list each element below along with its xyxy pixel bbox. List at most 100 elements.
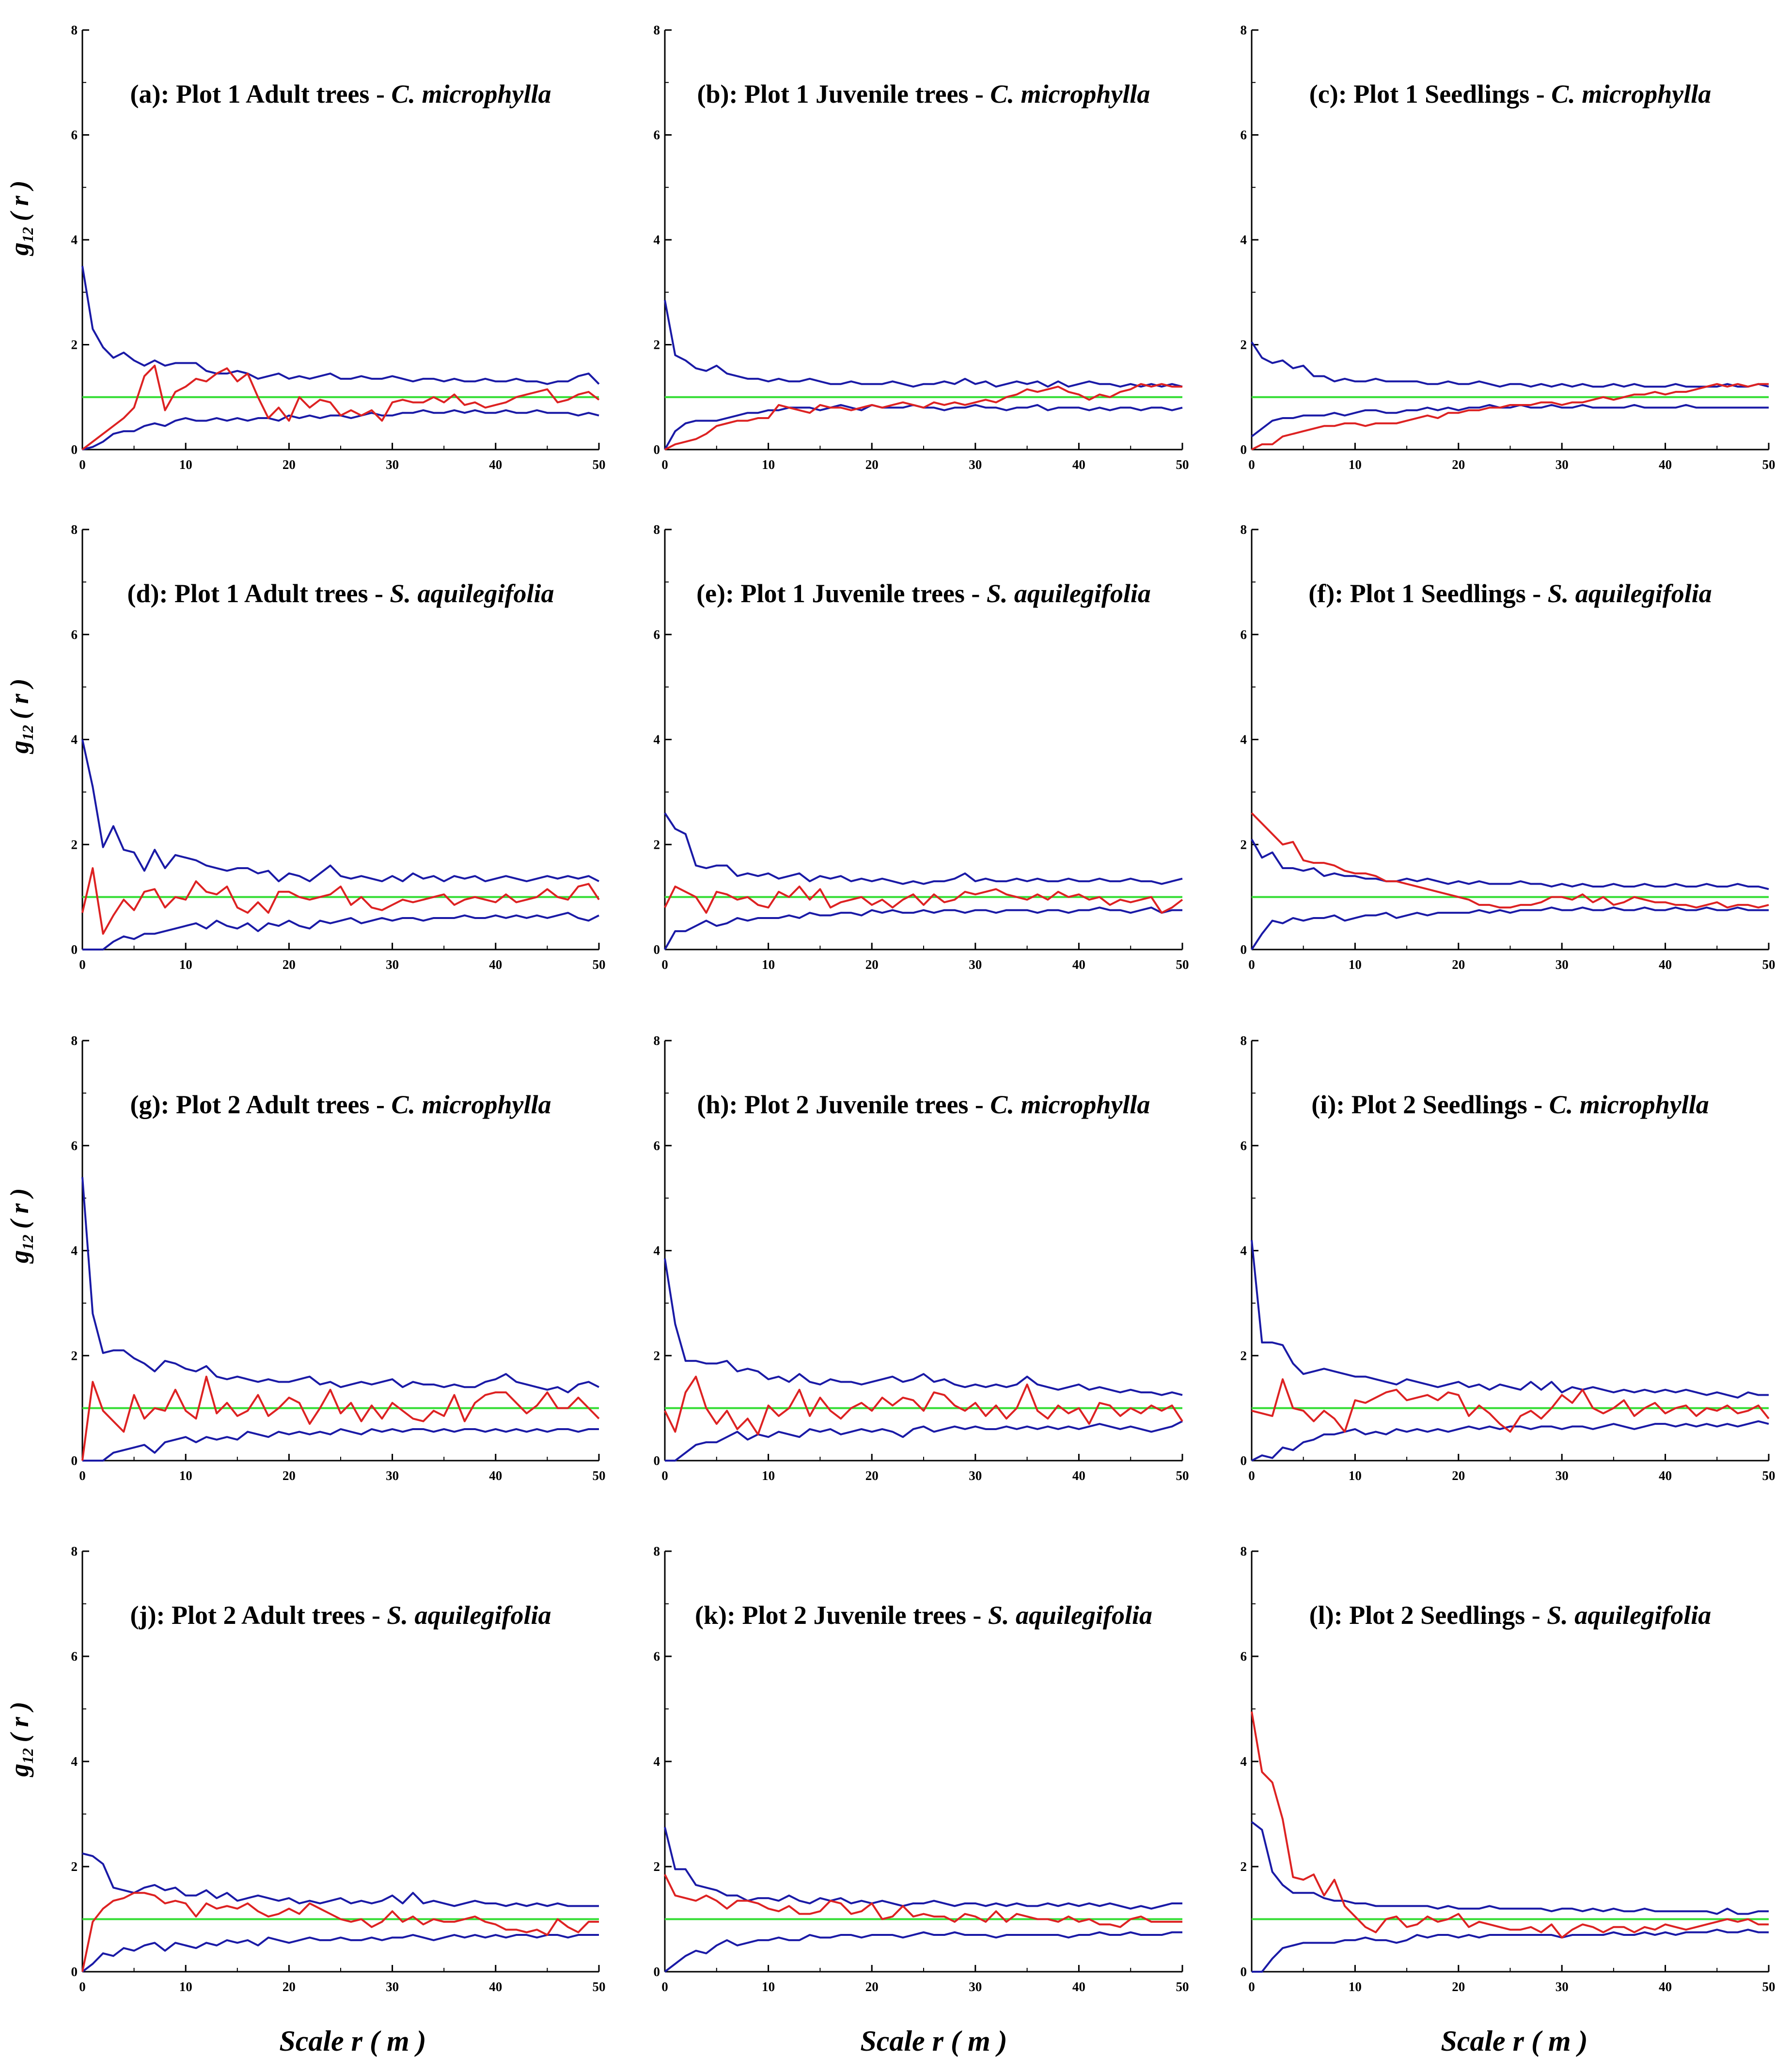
- panel-title: (i): Plot 2 Seedlings - C. microphylla: [1311, 1090, 1709, 1119]
- x-tick-label: 20: [283, 1468, 296, 1483]
- y-tick-label: 2: [654, 1348, 660, 1363]
- x-tick-label: 40: [489, 1468, 502, 1483]
- panel-e: 0 2 4 6 8 0 10 20 30 40 50 (e): Plot 1 Juvenile tre…: [654, 522, 1189, 972]
- panel-j: 0 2 4 6 8 0 10 20 30 40 50 (j): Plot 2 Adult trees …: [71, 1544, 606, 1994]
- lower-envelope-line: [665, 1420, 1183, 1462]
- y-tick-label: 4: [1241, 732, 1247, 747]
- panel-title: (h): Plot 2 Juvenile trees - C. microphy…: [697, 1090, 1150, 1119]
- x-tick-label: 50: [1176, 1979, 1189, 1994]
- x-tick-label: 20: [283, 957, 296, 972]
- x-tick-label: 50: [1762, 1468, 1775, 1483]
- panel-title: (c): Plot 1 Seedlings - C. microphylla: [1309, 79, 1711, 109]
- panel-i: 0 2 4 6 8 0 10 20 30 40 50 (i): Plot 2 Seedlings - …: [1241, 1033, 1775, 1483]
- observed-line: [664, 1375, 1183, 1435]
- y-tick-label: 4: [1241, 1244, 1247, 1258]
- panel-g: 0 2 4 6 8 0 10 20 30 40 50 (g): Plot 2 Adult trees …: [71, 1033, 606, 1483]
- x-tick-label: 0: [661, 457, 668, 472]
- y-axis-label-row-4: g12( r ): [5, 1702, 36, 1777]
- panel-title-prefix: (b): Plot 1 Juvenile trees -: [697, 79, 990, 109]
- observed-line: [1251, 1378, 1770, 1433]
- x-tick-label: 30: [1555, 1468, 1569, 1483]
- y-tick-label: 0: [654, 1453, 660, 1468]
- x-tick-label: 30: [386, 457, 399, 472]
- x-tick-label: 20: [283, 457, 296, 472]
- lower-envelope-line: [664, 1931, 1182, 1973]
- observed-line: [81, 1892, 599, 1972]
- x-tick-label: 30: [386, 957, 399, 972]
- x-tick-label: 50: [593, 457, 606, 472]
- y-tick-label: 6: [1241, 128, 1247, 142]
- observed-line: [664, 383, 1182, 451]
- panel-title: (a): Plot 1 Adult trees - C. microphylla: [130, 79, 551, 109]
- x-tick-label: 30: [969, 957, 982, 972]
- y-tick-label: 2: [654, 837, 660, 852]
- x-tick-label: 10: [762, 457, 775, 472]
- y-tick-label: 0: [654, 1964, 660, 1979]
- panel-title: (l): Plot 2 Seedlings - S. aquilegifolia: [1309, 1601, 1712, 1630]
- x-tick-label: 30: [969, 1979, 982, 1994]
- y-tick-label: 4: [1241, 233, 1247, 247]
- y-tick-label: 8: [71, 1544, 78, 1558]
- y-tick-label: 6: [654, 128, 660, 142]
- panel-title-species: C. microphylla: [391, 79, 551, 109]
- x-tick-label: 10: [762, 957, 775, 972]
- y-tick-label: 0: [71, 942, 78, 957]
- x-tick-label: 50: [1762, 457, 1775, 472]
- x-tick-label: 40: [489, 957, 502, 972]
- y-tick-label: 2: [71, 837, 78, 852]
- y-tick-label: 8: [71, 23, 78, 37]
- x-tick-label: 0: [661, 957, 668, 972]
- panel-title-species: C. microphylla: [990, 79, 1150, 109]
- x-tick-label: 0: [1248, 457, 1255, 472]
- y-tick-label: 2: [71, 1859, 78, 1874]
- x-tick-label: 20: [1452, 1979, 1465, 1994]
- panel-title: (k): Plot 2 Juvenile trees - S. aquilegi…: [695, 1601, 1152, 1630]
- y-tick-label: 0: [654, 442, 660, 457]
- x-tick-label: 0: [79, 457, 86, 472]
- x-tick-label: 0: [1248, 1979, 1255, 1994]
- panel-title-prefix: (k): Plot 2 Juvenile trees -: [695, 1601, 988, 1630]
- x-tick-label: 40: [1072, 957, 1085, 972]
- y-tick-label: 6: [71, 1649, 78, 1664]
- y-tick-label: 2: [1241, 837, 1247, 852]
- panel-title-species: C. microphylla: [1549, 1090, 1709, 1119]
- panel-f: 0 2 4 6 8 0 10 20 30 40 50 (f): Plot 1 Seedlings - …: [1241, 522, 1775, 972]
- y-tick-label: 4: [71, 732, 78, 747]
- x-tick-label: 50: [1176, 457, 1189, 472]
- upper-envelope-line: [81, 739, 599, 883]
- panel-title: (d): Plot 1 Adult trees - S. aquilegifol…: [127, 579, 554, 608]
- x-tick-label: 20: [1452, 1468, 1465, 1483]
- y-tick-label: 8: [654, 23, 660, 37]
- panel-title: (e): Plot 1 Juvenile trees - S. aquilegi…: [696, 579, 1151, 608]
- upper-envelope-line: [82, 1852, 599, 1907]
- x-tick-label: 20: [865, 1468, 879, 1483]
- x-tick-label: 40: [1659, 1979, 1672, 1994]
- panel-title-prefix: (c): Plot 1 Seedlings -: [1309, 79, 1551, 109]
- panel-title-species: C. microphylla: [391, 1090, 551, 1119]
- x-tick-label: 10: [1349, 457, 1362, 472]
- y-tick-label: 6: [654, 627, 660, 642]
- y-tick-label: 8: [654, 522, 660, 537]
- lower-envelope-line: [1251, 906, 1769, 950]
- y-tick-label: 6: [71, 1138, 78, 1153]
- lower-envelope-line: [664, 906, 1182, 950]
- x-tick-label: 20: [865, 957, 879, 972]
- panel-title-prefix: (g): Plot 2 Adult trees -: [130, 1090, 392, 1119]
- x-tick-label: 10: [179, 1468, 192, 1483]
- panel-title-prefix: (i): Plot 2 Seedlings -: [1311, 1090, 1549, 1119]
- x-tick-label: 30: [1555, 957, 1569, 972]
- panel-title-prefix: (f): Plot 1 Seedlings -: [1308, 579, 1547, 608]
- x-tick-label: 30: [969, 1468, 982, 1483]
- y-tick-label: 6: [654, 1649, 660, 1664]
- panel-title-prefix: (l): Plot 2 Seedlings -: [1309, 1601, 1547, 1630]
- panel-title: (b): Plot 1 Juvenile trees - C. microphy…: [697, 79, 1150, 109]
- lower-envelope-line: [664, 404, 1183, 450]
- observed-line: [1251, 1711, 1769, 1939]
- lower-envelope-line: [1251, 1420, 1769, 1462]
- panel-title: (j): Plot 2 Adult trees - S. aquilegifol…: [130, 1601, 551, 1630]
- y-tick-label: 6: [71, 627, 78, 642]
- lower-envelope-line: [1252, 1929, 1769, 1973]
- x-tick-label: 50: [593, 1468, 606, 1483]
- panel-c: 0 2 4 6 8 0 10 20 30 40 50 (c): Plot 1 Seedlings - …: [1241, 23, 1775, 472]
